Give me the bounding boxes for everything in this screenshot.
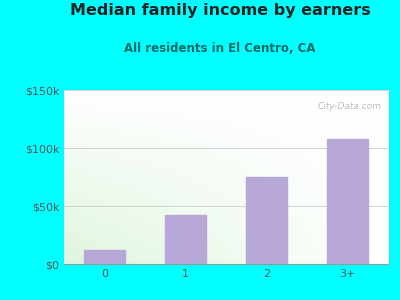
- Text: City-Data.com: City-Data.com: [318, 102, 382, 111]
- Text: Median family income by earners: Median family income by earners: [70, 3, 370, 18]
- Bar: [327, 139, 368, 264]
- Bar: [165, 215, 206, 264]
- Text: All residents in El Centro, CA: All residents in El Centro, CA: [124, 42, 316, 55]
- Bar: [84, 250, 125, 264]
- Bar: [246, 177, 287, 264]
